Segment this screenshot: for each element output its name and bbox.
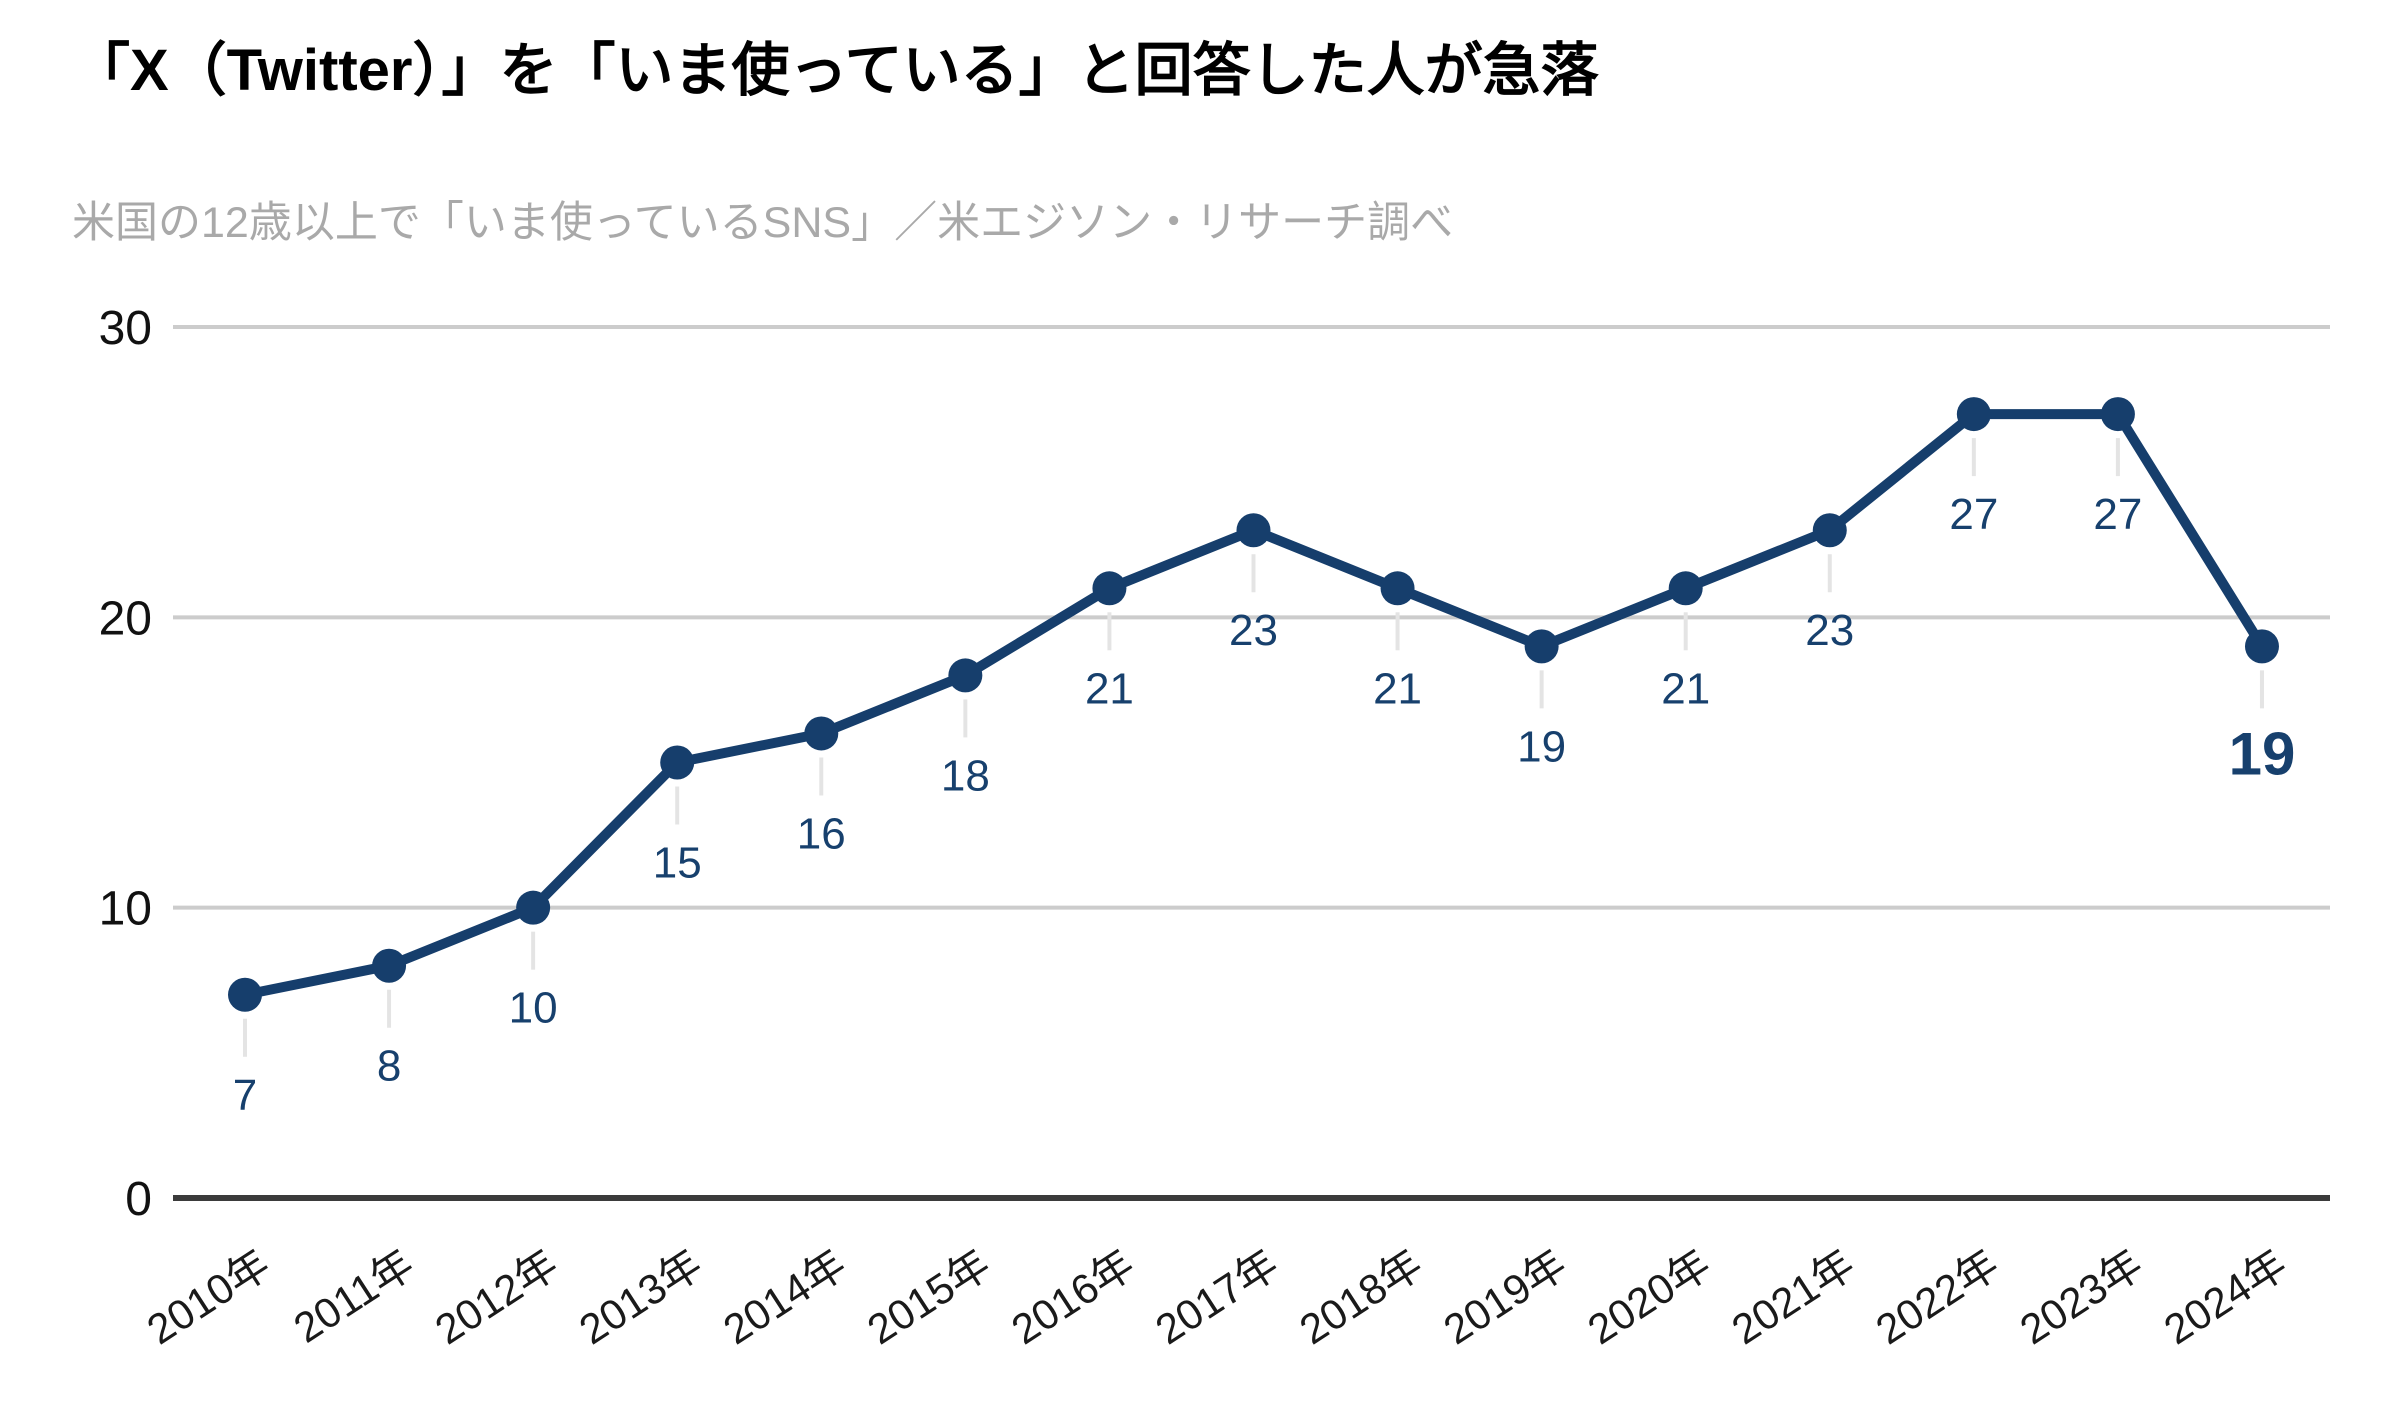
x-axis-label-2016年: 2016年 bbox=[1003, 1240, 1142, 1353]
value-label-2010年: 7 bbox=[233, 1071, 257, 1120]
data-point-2024年 bbox=[2244, 629, 2279, 664]
data-point-2016年 bbox=[1092, 571, 1127, 606]
value-label-2013年: 15 bbox=[653, 839, 702, 888]
value-label-2021年: 23 bbox=[1805, 606, 1854, 655]
value-label-2023年: 27 bbox=[2093, 490, 2142, 539]
y-axis-label-0: 0 bbox=[125, 1173, 152, 1226]
x-axis-label-2019年: 2019年 bbox=[1435, 1240, 1574, 1353]
y-axis-label-30: 30 bbox=[99, 302, 152, 355]
x-axis-label-2021年: 2021年 bbox=[1723, 1240, 1862, 1353]
x-axis-label-2018年: 2018年 bbox=[1291, 1240, 1430, 1353]
data-point-2010年 bbox=[228, 977, 262, 1012]
data-point-2017年 bbox=[1236, 513, 1271, 548]
x-axis-label-2020年: 2020年 bbox=[1579, 1240, 1718, 1353]
data-point-2013年 bbox=[660, 745, 695, 780]
x-axis-label-2011年: 2011年 bbox=[285, 1240, 422, 1351]
value-label-2017年: 23 bbox=[1229, 606, 1278, 655]
x-axis-label-2017年: 2017年 bbox=[1147, 1240, 1286, 1353]
data-point-2011年 bbox=[372, 948, 407, 983]
y-axis-label-10: 10 bbox=[99, 883, 152, 936]
data-point-2020年 bbox=[1668, 571, 1703, 606]
data-point-2018年 bbox=[1380, 571, 1415, 606]
data-point-2022年 bbox=[1956, 397, 1991, 432]
data-point-2019年 bbox=[1524, 629, 1559, 664]
x-axis-label-2024年: 2024年 bbox=[2156, 1240, 2295, 1353]
y-axis-label-20: 20 bbox=[99, 592, 152, 645]
data-point-2015年 bbox=[948, 658, 983, 693]
value-label-2018年: 21 bbox=[1373, 664, 1422, 713]
value-label-2011年: 8 bbox=[377, 1042, 401, 1091]
value-label-2020年: 21 bbox=[1661, 664, 1710, 713]
value-label-2024年: 19 bbox=[2229, 720, 2296, 787]
data-point-2014年 bbox=[804, 716, 839, 751]
x-axis-label-2013年: 2013年 bbox=[571, 1240, 710, 1353]
data-point-2012年 bbox=[516, 890, 551, 925]
x-axis-label-2023年: 2023年 bbox=[2012, 1240, 2151, 1353]
value-label-2016年: 21 bbox=[1085, 664, 1134, 713]
x-axis-label-2015年: 2015年 bbox=[859, 1240, 998, 1353]
value-label-2019年: 19 bbox=[1517, 722, 1566, 771]
chart-subtitle: 米国の12歳以上で「いま使っているSNS」／米エジソン・リサーチ調べ bbox=[72, 199, 1454, 247]
value-label-2022年: 27 bbox=[1949, 490, 1998, 539]
x-axis-label-2010年: 2010年 bbox=[139, 1240, 278, 1353]
x-axis-label-2022年: 2022年 bbox=[1868, 1240, 2007, 1353]
data-point-2023年 bbox=[2100, 397, 2135, 432]
value-label-2012年: 10 bbox=[509, 984, 558, 1033]
chart-title: 「X（Twitter）」を「いま使っている」と回答した人が急落 bbox=[72, 38, 1599, 103]
value-label-2014年: 16 bbox=[797, 809, 846, 858]
x-axis-label-2014年: 2014年 bbox=[715, 1240, 854, 1353]
data-point-2021年 bbox=[1812, 513, 1847, 548]
value-label-2015年: 18 bbox=[941, 751, 990, 800]
x-axis-label-2012年: 2012年 bbox=[427, 1240, 566, 1353]
